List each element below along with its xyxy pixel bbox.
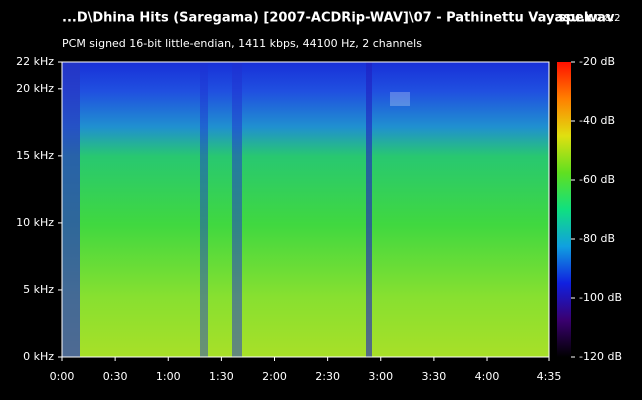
- x-tick-label: 2:30: [315, 370, 340, 383]
- y-tick-label: 15 kHz: [16, 149, 54, 162]
- app-name: spek: [558, 11, 593, 26]
- subtitle: PCM signed 16-bit little-endian, 1411 kb…: [62, 37, 422, 50]
- colorbar-tick-label: -40 dB: [579, 114, 615, 127]
- x-tick-label: 3:00: [368, 370, 393, 383]
- colorbar: [557, 62, 571, 357]
- spectrogram-band: [232, 62, 242, 357]
- colorbar-tick-label: -100 dB: [579, 291, 622, 304]
- plot-frame: [61, 61, 550, 358]
- y-tick-label: 20 kHz: [16, 82, 54, 95]
- title: ...D\Dhina Hits (Saregama) [2007-ACDRip-…: [62, 11, 615, 26]
- x-tick-label: 1:00: [156, 370, 181, 383]
- colorbar-tick-label: -20 dB: [579, 55, 615, 68]
- y-tick-label: 5 kHz: [23, 283, 54, 296]
- spectrogram-band: [390, 92, 410, 106]
- colorbar-tick-label: -80 dB: [579, 232, 615, 245]
- spectrogram-band: [200, 62, 208, 357]
- x-tick-label: 4:35: [537, 370, 562, 383]
- x-tick-label: 0:30: [103, 370, 128, 383]
- x-tick-label: 3:30: [422, 370, 447, 383]
- spectrogram-band: [62, 62, 80, 357]
- app-version: 0.8.2: [595, 13, 620, 24]
- spectrogram-band: [366, 62, 372, 357]
- x-tick-label: 1:30: [209, 370, 234, 383]
- y-tick-label: 10 kHz: [16, 216, 54, 229]
- y-tick-label: 22 kHz: [16, 55, 54, 68]
- y-tick-label: 0 kHz: [23, 350, 54, 363]
- x-tick-label: 2:00: [262, 370, 287, 383]
- spectrogram: [62, 62, 549, 357]
- x-tick-label: 0:00: [50, 370, 75, 383]
- colorbar-tick-label: -120 dB: [579, 350, 622, 363]
- x-tick-label: 4:00: [475, 370, 500, 383]
- colorbar-tick-label: -60 dB: [579, 173, 615, 186]
